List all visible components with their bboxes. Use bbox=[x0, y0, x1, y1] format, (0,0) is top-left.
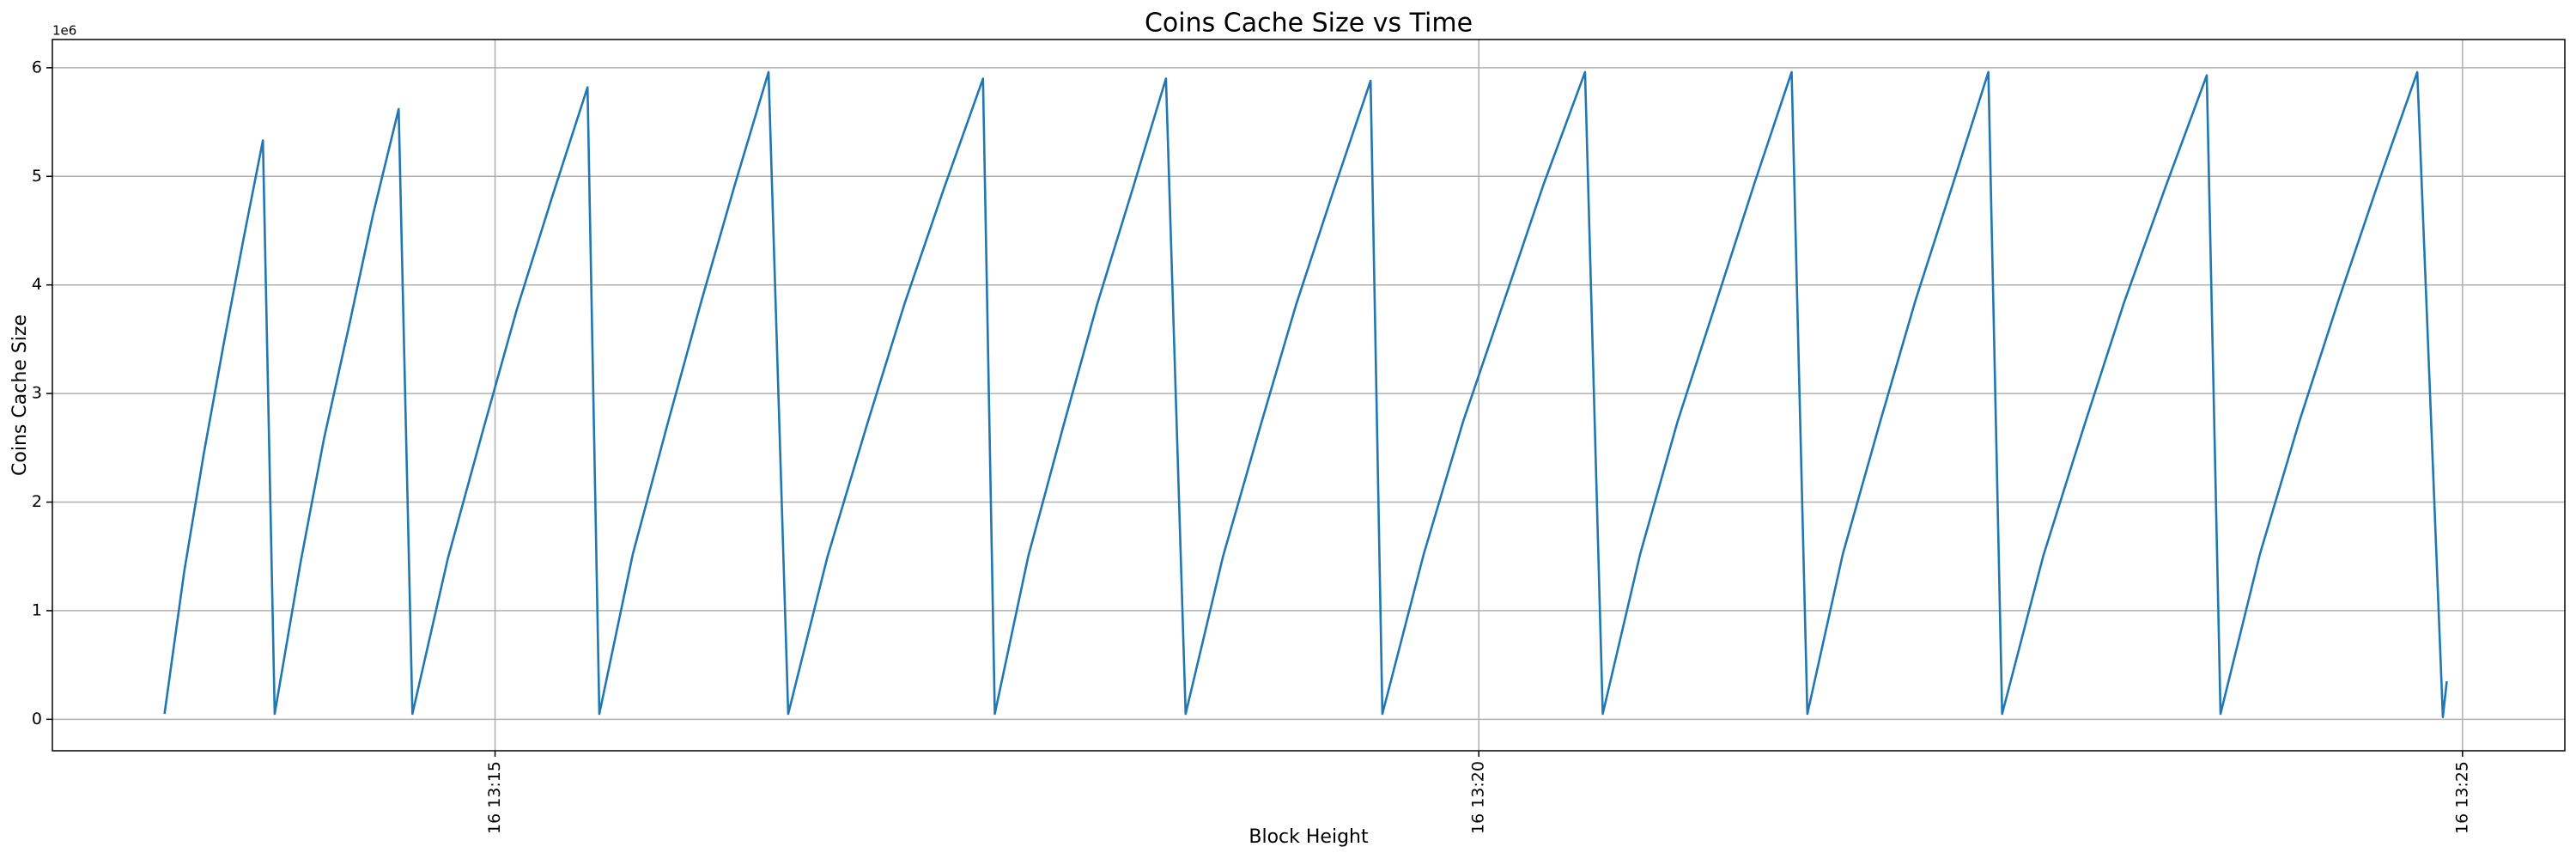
y-tick-label: 2 bbox=[32, 492, 42, 511]
y-tick-label: 3 bbox=[32, 384, 42, 403]
data-line bbox=[163, 70, 2448, 719]
y-multiplier: 1e6 bbox=[52, 23, 76, 39]
y-tick-label: 6 bbox=[32, 58, 42, 76]
x-tick-label: 16 13:20 bbox=[1469, 761, 1488, 834]
y-tick-label: 5 bbox=[32, 167, 42, 186]
y-tick-label: 0 bbox=[32, 710, 42, 728]
x-axis-label: Block Height bbox=[1249, 826, 1369, 848]
y-tick-label: 4 bbox=[32, 275, 42, 294]
x-tick-label: 16 13:25 bbox=[2452, 761, 2471, 834]
y-tick-label: 1 bbox=[32, 600, 42, 619]
chart-title: Coins Cache Size vs Time bbox=[1145, 9, 1473, 39]
x-tick-label: 16 13:15 bbox=[485, 761, 504, 834]
plot-frame bbox=[52, 39, 2566, 752]
y-axis-label: Coins Cache Size bbox=[9, 314, 31, 476]
